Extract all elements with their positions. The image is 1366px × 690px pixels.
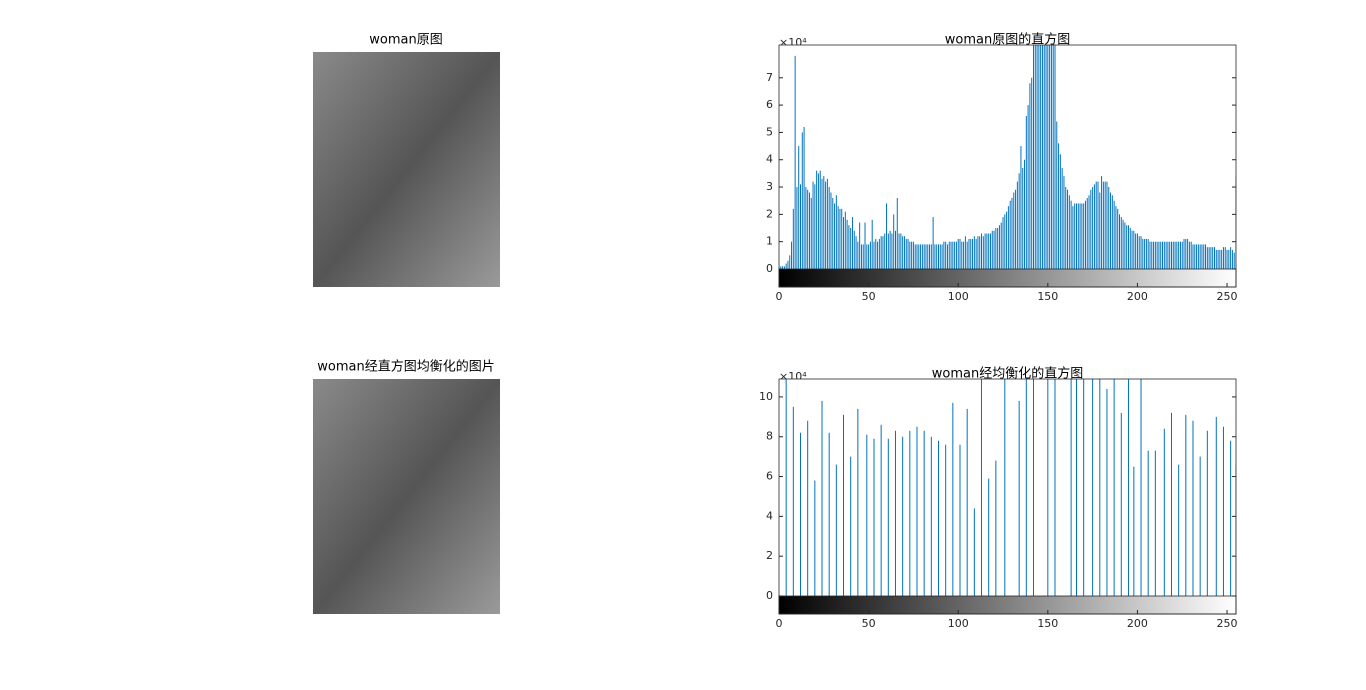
x-tick-label: 150 xyxy=(1037,290,1058,303)
y-tick-label: 6 xyxy=(766,98,773,111)
image-title: woman经直方图均衡化的图片 xyxy=(317,359,494,375)
x-tick-label: 250 xyxy=(1217,290,1238,303)
y-tick-label: 4 xyxy=(766,509,773,522)
chart-title: woman经均衡化的直方图 xyxy=(932,366,1083,382)
image xyxy=(313,52,500,287)
y-tick-label: 0 xyxy=(766,589,773,602)
y-tick-label: 10 xyxy=(759,390,773,403)
y-tick-label: 0 xyxy=(766,262,773,275)
axes-bg xyxy=(779,379,1236,596)
image-title: woman原图 xyxy=(369,33,442,48)
x-tick-label: 50 xyxy=(862,617,876,630)
x-tick-label: 0 xyxy=(776,290,783,303)
y-tick-label: 4 xyxy=(766,153,773,166)
x-tick-label: 0 xyxy=(776,617,783,630)
stems xyxy=(785,379,1236,596)
y-tick-label: 6 xyxy=(766,470,773,483)
axes-box xyxy=(778,378,1237,615)
stems xyxy=(779,45,1236,269)
chart-title: woman原图的直方图 xyxy=(945,32,1070,48)
colorbar xyxy=(778,268,1237,288)
x-tick-label: 200 xyxy=(1127,617,1148,630)
x-tick-label: 250 xyxy=(1217,617,1238,630)
y-tick-label: 2 xyxy=(766,549,773,562)
y-tick-label: 1 xyxy=(766,235,773,248)
x-tick-label: 100 xyxy=(948,290,969,303)
axes-box xyxy=(778,44,1237,288)
y-tick-label: 7 xyxy=(766,71,773,84)
x-tick-label: 100 xyxy=(948,617,969,630)
y-tick-label: 5 xyxy=(766,125,773,138)
colorbar xyxy=(778,595,1237,615)
axes-bg xyxy=(779,45,1236,269)
image xyxy=(313,379,500,614)
x-tick-label: 200 xyxy=(1127,290,1148,303)
x-tick-label: 150 xyxy=(1037,617,1058,630)
x-tick-label: 50 xyxy=(862,290,876,303)
y-tick-label: 2 xyxy=(766,207,773,220)
y-tick-label: 8 xyxy=(766,430,773,443)
y-tick-label: 3 xyxy=(766,180,773,193)
